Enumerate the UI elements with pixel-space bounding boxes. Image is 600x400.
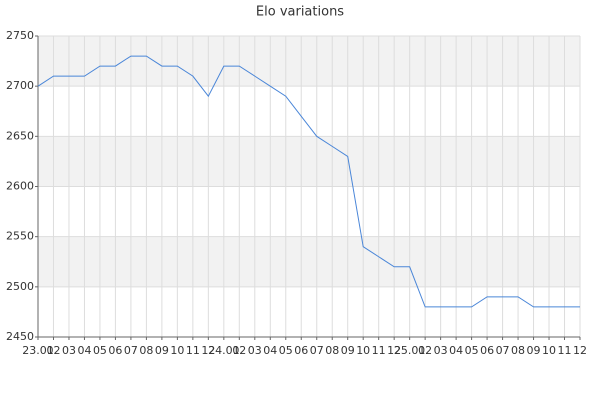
x-tick-label: 02	[46, 344, 60, 357]
x-tick-label: 09	[527, 344, 541, 357]
x-tick-label: 06	[108, 344, 122, 357]
x-tick-label: 23.01	[22, 344, 54, 357]
x-tick-label: 07	[310, 344, 324, 357]
x-tick-label: 06	[480, 344, 494, 357]
x-tick-label: 07	[496, 344, 510, 357]
x-tick-label: 08	[139, 344, 153, 357]
x-tick-label: 02	[418, 344, 432, 357]
y-tick-label: 2650	[6, 129, 34, 142]
x-tick-label: 03	[248, 344, 262, 357]
line-series	[37, 55, 580, 308]
x-tick-label: 05	[93, 344, 107, 357]
grid-band	[38, 36, 580, 87]
x-tick-label: 07	[124, 344, 138, 357]
x-tick-label: 10	[170, 344, 184, 357]
x-tick-label: 04	[263, 344, 277, 357]
grid-band	[38, 236, 580, 287]
x-tick-label: 12	[387, 344, 401, 357]
y-tick-label: 2600	[6, 180, 34, 193]
x-tick-label: 08	[511, 344, 525, 357]
x-tick-label: 09	[155, 344, 169, 357]
x-tick-label: 03	[62, 344, 76, 357]
y-tick-label: 2450	[6, 330, 34, 343]
x-tick-label: 04	[449, 344, 463, 357]
x-tick-label: 09	[341, 344, 355, 357]
x-tick-label: 05	[279, 344, 293, 357]
x-tick-label: 08	[325, 344, 339, 357]
x-tick-label: 24.01	[208, 344, 240, 357]
x-tick-label: 05	[465, 344, 479, 357]
y-tick-label: 2700	[6, 79, 34, 92]
x-tick-label: 11	[372, 344, 386, 357]
x-tick-label: 12	[201, 344, 215, 357]
x-tick-label: 11	[186, 344, 200, 357]
y-tick-label: 2550	[6, 230, 34, 243]
y-tick-label: 2750	[6, 29, 34, 42]
x-tick-label: 02	[232, 344, 246, 357]
x-tick-label: 11	[558, 344, 572, 357]
x-tick-label: 10	[542, 344, 556, 357]
x-tick-label: 06	[294, 344, 308, 357]
x-tick-label: 03	[434, 344, 448, 357]
grid-band	[38, 136, 580, 187]
x-tick-label: 04	[77, 344, 91, 357]
y-tick-label: 2500	[6, 280, 34, 293]
x-tick-label: 25.01	[394, 344, 426, 357]
x-tick-label: 10	[356, 344, 370, 357]
x-tick-label: 12	[573, 344, 587, 357]
chart-title: Elo variations	[256, 5, 344, 20]
